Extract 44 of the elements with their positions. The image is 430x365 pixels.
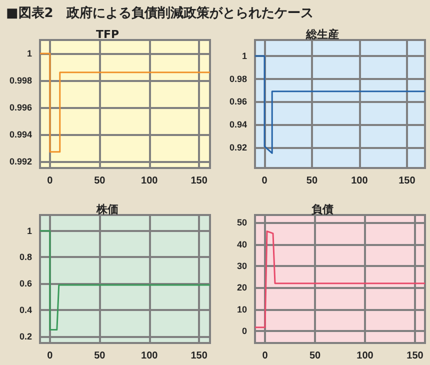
y-tick-label: 0.96 [229,96,247,107]
y-tick-label: 0.992 [9,156,32,166]
x-tick-label: 150 [398,176,416,186]
x-tick-label: 100 [141,350,158,362]
y-tick-label: 10 [236,304,247,314]
y-tick-label: 0.996 [9,102,32,112]
x-tick-label: 0 [262,176,268,186]
y-tick-label: 0.8 [19,252,32,262]
line-series [254,230,426,328]
y-tick-label: 0.2 [19,331,32,342]
chart-title: 総生産 [305,28,339,41]
x-tick-label: 150 [406,350,424,362]
chart-title: 負債 [310,203,334,216]
x-tick-label: 50 [306,176,318,186]
y-tick-label: 20 [236,282,247,293]
y-tick-label: 0.6 [19,278,32,289]
y-tick-label: 0 [242,326,247,336]
x-tick-label: 100 [141,176,158,186]
x-tick-label: 100 [351,176,368,186]
y-tick-label: 1 [242,51,247,61]
y-tick-label: 1 [26,48,32,58]
chart-title: TFP [96,28,120,41]
chart-title: 株価 [96,203,118,216]
line-series [254,55,426,154]
x-tick-label: 50 [94,176,106,186]
x-tick-label: 50 [309,350,321,362]
x-tick-label: 0 [262,350,268,362]
y-tick-label: 0.98 [229,74,247,84]
y-tick-label: 0.4 [19,305,32,316]
x-tick-label: 150 [190,176,208,186]
x-tick-label: 0 [47,350,54,362]
y-tick-label: 0.998 [9,75,32,86]
x-tick-label: 100 [356,350,374,362]
y-tick-label: 30 [236,260,247,271]
x-tick-label: 0 [47,176,54,186]
y-tick-label: 0.994 [9,129,32,140]
y-tick-label: 0.92 [229,142,247,152]
x-tick-label: 50 [94,350,106,362]
y-tick-label: 0.94 [229,120,247,130]
text: ■図表2 政府による負債削減政策がとられたケース [6,4,314,22]
y-tick-label: 1 [26,226,32,236]
y-tick-label: 40 [236,239,247,250]
y-tick-label: 50 [236,218,247,228]
x-tick-label: 150 [190,350,208,362]
